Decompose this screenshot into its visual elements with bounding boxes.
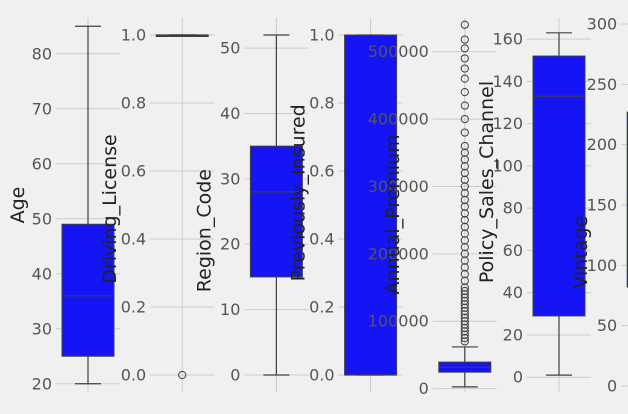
y-tick-label-3-4: 30 — [220, 169, 240, 188]
y-tick-label-4-1: 0.0 — [309, 366, 334, 385]
subplot-5 — [432, 18, 497, 392]
y-tick-label-6-7: 120 — [492, 114, 523, 133]
outlier-5-43 — [460, 74, 469, 83]
y-tick-label-6-4: 60 — [503, 241, 523, 260]
outlier-5-47 — [460, 35, 469, 44]
y-tick-label-7-7: 300 — [587, 15, 618, 34]
y-tick-label-1-1: 20 — [32, 374, 52, 393]
y-axis-label-7: Vintage — [570, 216, 592, 289]
y-tick-label-1-5: 60 — [32, 154, 52, 173]
box-3 — [249, 145, 303, 278]
y-tick-label-2-3: 0.4 — [121, 230, 146, 249]
y-tick-label-6-3: 40 — [503, 283, 523, 302]
y-tick-label-4-5: 0.8 — [309, 94, 334, 113]
y-tick-label-7-2: 50 — [597, 316, 617, 335]
y-tick-label-2-5: 0.8 — [121, 94, 146, 113]
y-tick-label-6-1: 0 — [513, 368, 523, 387]
y-tick-label-1-6: 70 — [32, 99, 52, 118]
y-tick-label-4-3: 0.4 — [309, 230, 334, 249]
y-tick-label-1-7: 80 — [32, 44, 52, 63]
y-tick-label-6-5: 80 — [503, 199, 523, 218]
y-axis-label-3: Region_Code — [193, 169, 215, 292]
outlier-5-45 — [460, 54, 469, 63]
y-tick-label-3-6: 50 — [220, 39, 240, 58]
y-tick-label-4-6: 1.0 — [309, 26, 334, 45]
y-tick-label-7-4: 150 — [587, 196, 618, 215]
subplot-7 — [621, 23, 628, 387]
y-tick-label-6-9: 160 — [492, 30, 523, 49]
y-tick-label-7-3: 100 — [587, 256, 618, 275]
outlier-5-42 — [460, 88, 469, 97]
y-tick-label-6-8: 140 — [492, 72, 523, 91]
y-tick-label-2-2: 0.2 — [121, 298, 146, 317]
y-tick-label-5-2: 100000 — [368, 312, 429, 331]
outlier-5-40 — [460, 114, 469, 124]
y-axis-label-4: Previously_Insured — [288, 104, 310, 281]
y-tick-label-1-4: 50 — [32, 209, 52, 228]
y-tick-label-7-5: 200 — [587, 135, 618, 154]
y-tick-label-5-3: 200000 — [368, 244, 429, 263]
y-tick-label-6-2: 20 — [503, 325, 523, 344]
y-tick-label-3-2: 10 — [220, 300, 240, 319]
outlier-5-41 — [460, 101, 469, 110]
y-tick-label-4-2: 0.2 — [309, 298, 334, 317]
y-tick-label-2-1: 0.0 — [121, 366, 146, 385]
y-tick-label-7-6: 250 — [587, 75, 618, 94]
y-axis-label-6: Policy_Sales_Channel — [476, 81, 498, 283]
y-tick-label-2-4: 0.6 — [121, 162, 146, 181]
y-tick-label-2-6: 1.0 — [121, 26, 146, 45]
subplot-3 — [244, 18, 309, 392]
outlier-2-1 — [178, 370, 187, 380]
y-tick-label-6-6: 100 — [492, 156, 523, 175]
y-tick-label-1-3: 40 — [32, 264, 52, 283]
y-tick-label-7-1: 0 — [607, 376, 617, 395]
box-4 — [344, 34, 398, 376]
subplot-1 — [56, 18, 120, 392]
subplot-6 — [527, 18, 591, 392]
outlier-5-39 — [460, 128, 469, 137]
outlier-5-38 — [460, 141, 469, 151]
outlier-5-44 — [460, 64, 469, 73]
subplot-4 — [338, 18, 403, 392]
y-tick-label-1-2: 30 — [32, 319, 52, 338]
y-axis-label-1: Age — [7, 187, 29, 224]
subplot-2 — [150, 18, 215, 392]
y-tick-label-5-1: 0 — [419, 379, 429, 398]
outlier-5-48 — [460, 20, 469, 29]
y-tick-label-4-4: 0.6 — [309, 162, 334, 181]
y-tick-label-3-3: 20 — [220, 235, 240, 254]
y-tick-label-5-6: 500000 — [368, 42, 429, 61]
y-tick-label-3-1: 0 — [230, 366, 240, 385]
y-axis-label-5: Annual_Premium — [382, 134, 404, 294]
outlier-5-16 — [460, 286, 469, 296]
outlier-5-46 — [460, 44, 469, 53]
y-tick-label-3-5: 40 — [220, 104, 240, 123]
y-tick-label-5-5: 400000 — [368, 110, 429, 129]
box-6 — [532, 55, 586, 317]
y-tick-label-5-4: 300000 — [368, 177, 429, 196]
box-1 — [61, 223, 115, 357]
y-axis-label-2: Driving_License — [99, 134, 121, 283]
